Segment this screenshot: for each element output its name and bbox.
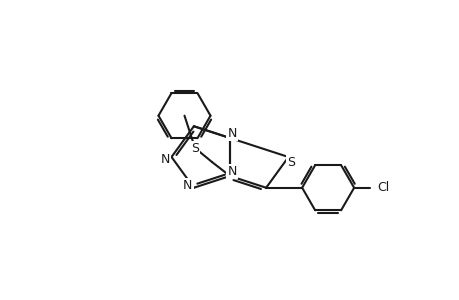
Text: S: S — [190, 142, 199, 154]
Text: N: N — [227, 164, 236, 178]
Text: N: N — [227, 127, 236, 140]
Text: N: N — [183, 179, 192, 192]
Text: N: N — [161, 152, 170, 166]
Text: Cl: Cl — [376, 181, 389, 194]
Text: S: S — [287, 155, 295, 169]
